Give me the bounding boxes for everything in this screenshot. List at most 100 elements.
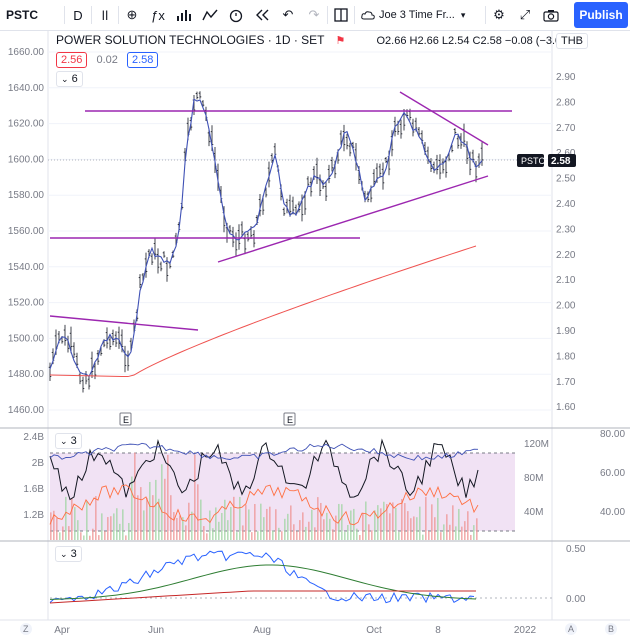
volume-bar xyxy=(128,522,130,540)
volume-bar xyxy=(443,524,445,540)
volume-bar xyxy=(317,497,319,540)
fullscreen-icon[interactable]: ⤢ xyxy=(519,7,531,22)
financials-icon[interactable] xyxy=(171,0,197,30)
pane2-right-tick-b: 40.00 xyxy=(600,507,625,518)
volume-bar xyxy=(311,509,313,540)
volume-bar xyxy=(413,516,415,540)
volume-bar xyxy=(269,506,271,540)
volume-bar xyxy=(92,528,94,540)
left-price-tick: 1500.00 xyxy=(8,333,45,344)
volume-bar xyxy=(272,530,274,540)
templates-glyph xyxy=(202,9,218,21)
volume-bar xyxy=(332,529,334,540)
volume-bar xyxy=(89,535,91,540)
volume-bar xyxy=(377,505,379,540)
oscillator-band xyxy=(50,453,515,531)
volume-bar xyxy=(230,506,232,540)
volume-bar xyxy=(341,504,343,540)
right-price-tick: 2.60 xyxy=(556,148,576,159)
price-ma-line xyxy=(49,98,483,378)
left-price-tick: 1460.00 xyxy=(8,405,45,416)
volume-bar xyxy=(245,504,247,540)
bar-style-icon[interactable]: ǀǀ xyxy=(101,7,109,23)
symbol-search[interactable]: PSTC xyxy=(6,8,39,22)
signal-line xyxy=(49,564,477,600)
ticker-label: PSTC xyxy=(521,156,546,166)
volume-bar xyxy=(179,515,181,540)
volume-bar xyxy=(140,487,142,540)
bid-price[interactable]: 2.56 xyxy=(56,52,88,68)
indicators-toggle-box: ⌄ 6 xyxy=(56,71,83,87)
interval-button[interactable]: D xyxy=(73,7,83,23)
alert-icon[interactable] xyxy=(223,0,249,30)
volume-bar xyxy=(458,508,460,540)
volume-bar xyxy=(74,507,76,540)
volume-bar xyxy=(263,517,265,540)
volume-bar xyxy=(410,518,412,540)
volume-bar xyxy=(236,532,238,540)
volume-bar xyxy=(374,510,376,540)
layout-grid-glyph xyxy=(334,8,348,22)
volume-bar xyxy=(164,478,166,540)
volume-bar xyxy=(107,517,109,540)
layout-grid-icon[interactable] xyxy=(328,0,354,30)
left-price-tick: 1480.00 xyxy=(8,369,45,380)
replay-icon[interactable] xyxy=(249,0,275,30)
volume-bar xyxy=(59,532,61,540)
volume-bar xyxy=(401,499,403,540)
trendline xyxy=(399,91,489,146)
right-price-tick: 2.30 xyxy=(556,224,576,235)
currency-button[interactable]: THB xyxy=(556,33,588,49)
volume-bar xyxy=(134,452,136,540)
left-price-tick: 1580.00 xyxy=(8,190,45,201)
pane2-toggle-box: ⌄ 3 xyxy=(55,433,82,449)
volume-bar xyxy=(155,479,157,540)
pane3-tick: 0.00 xyxy=(566,594,586,605)
flag-icon[interactable]: ⚑ xyxy=(335,35,346,47)
right-price-tick: 2.50 xyxy=(556,174,576,185)
volume-bar xyxy=(194,454,196,540)
volume-bar xyxy=(116,508,118,540)
volume-bar xyxy=(62,526,64,540)
volume-bar xyxy=(227,520,229,540)
volume-bar xyxy=(383,501,385,540)
volume-ma-line xyxy=(49,484,479,526)
volume-bar xyxy=(275,509,277,540)
layout-selector[interactable]: Joe 3 Time Fr... ▾ xyxy=(355,0,485,30)
time-label: 8 xyxy=(435,625,441,636)
cloud-icon xyxy=(361,11,375,20)
pane2-left-tick: 1.6B xyxy=(23,484,44,495)
volume-bar xyxy=(215,507,217,540)
volume-bar xyxy=(152,495,154,540)
volume-bar xyxy=(182,517,184,540)
volume-bar xyxy=(161,464,163,540)
volume-bar xyxy=(113,513,115,540)
right-price-tick: 2.90 xyxy=(556,72,576,83)
pane2-legend[interactable]: ⌄ 3 xyxy=(55,433,82,449)
volume-bar xyxy=(146,497,148,540)
volume-bar xyxy=(449,524,451,540)
volume-bar xyxy=(260,503,262,540)
earnings-label: E xyxy=(287,415,293,425)
volume-bar xyxy=(101,513,103,540)
volume-bar xyxy=(209,510,211,540)
camera-icon[interactable] xyxy=(538,0,564,30)
right-price-tick: 1.60 xyxy=(556,402,576,413)
pane3-legend[interactable]: ⌄ 3 xyxy=(55,546,82,562)
ask-price[interactable]: 2.58 xyxy=(126,52,159,68)
indicators-icon[interactable]: ƒx xyxy=(151,7,165,23)
undo-button[interactable]: ↶ xyxy=(282,7,294,22)
volume-bar xyxy=(287,513,289,540)
volume-bar xyxy=(131,476,133,540)
volume-bar xyxy=(95,496,97,540)
volume-bar xyxy=(350,510,352,540)
compare-icon[interactable]: ⊕ xyxy=(126,7,138,22)
settings-gear-icon[interactable]: ⚙ xyxy=(493,7,505,22)
indicators-toggle[interactable]: ⌄ 6 xyxy=(56,71,83,87)
redo-button[interactable]: ↷ xyxy=(308,7,320,22)
publish-button[interactable]: Publish xyxy=(574,2,628,28)
chevron-down-icon: ▾ xyxy=(460,9,466,20)
volume-bar xyxy=(149,481,151,540)
templates-icon[interactable] xyxy=(197,0,223,30)
